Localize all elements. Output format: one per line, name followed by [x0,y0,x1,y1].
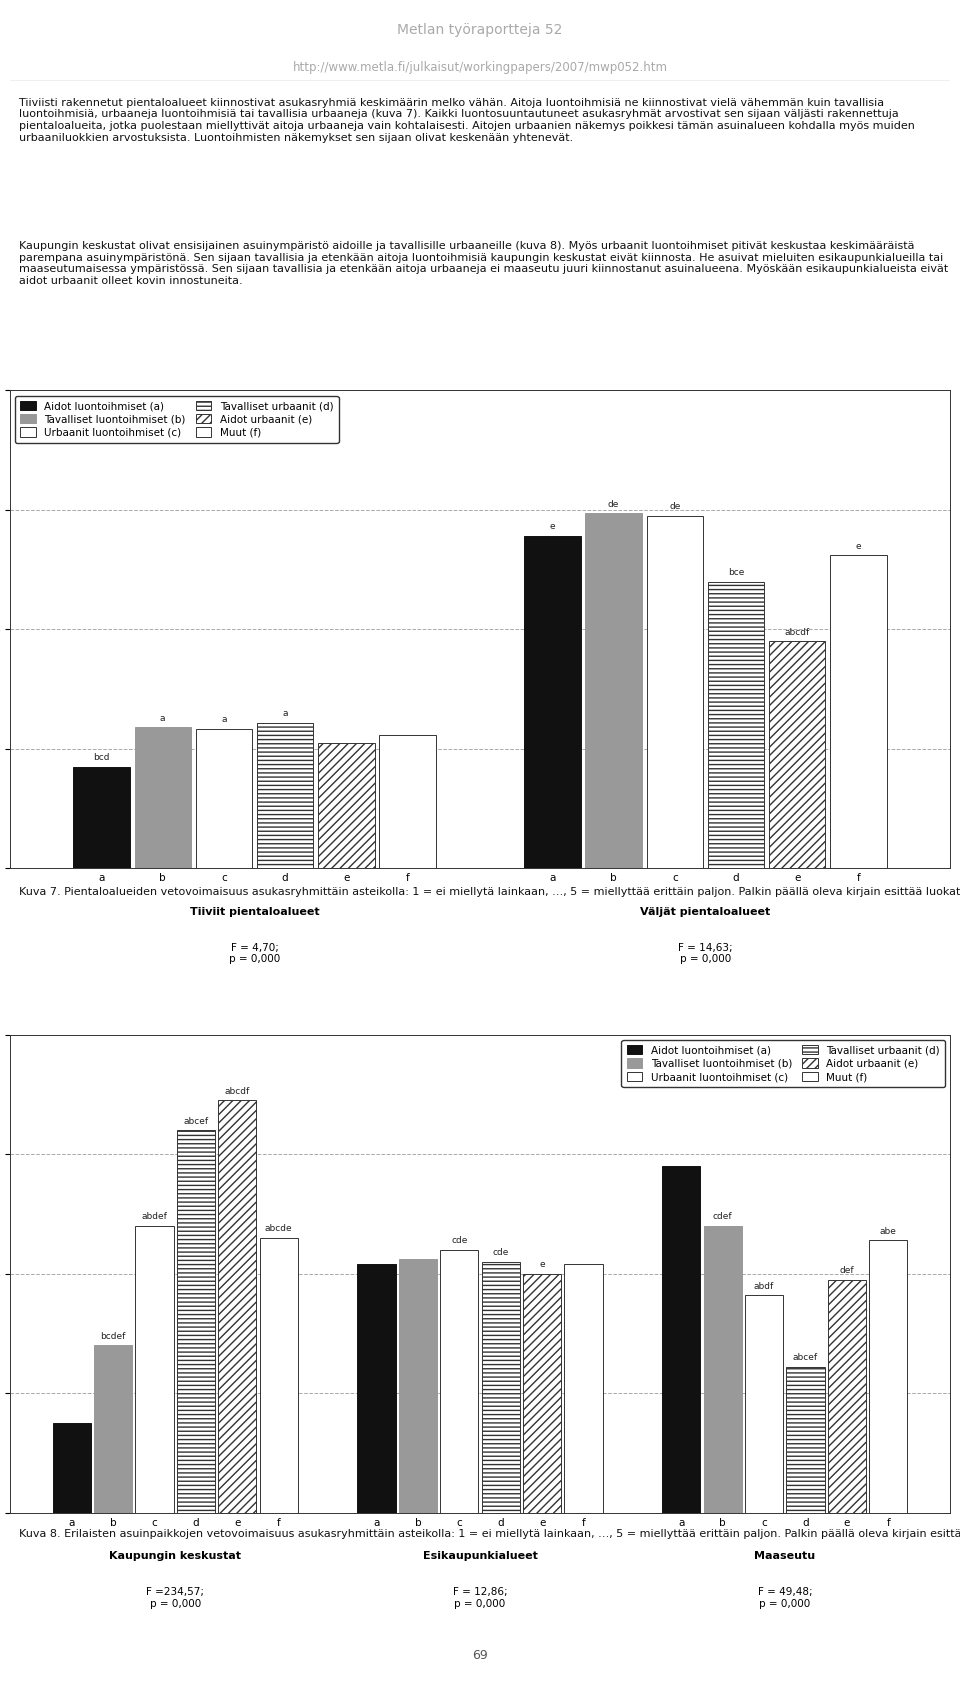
Text: a: a [221,714,227,724]
Text: abcdf: abcdf [225,1087,250,1096]
Text: bcd: bcd [93,753,109,762]
Bar [745,1296,783,1513]
Text: abcdf: abcdf [784,628,810,636]
Text: cdef: cdef [713,1213,732,1221]
Bar [786,1367,825,1513]
Text: abe: abe [880,1226,897,1235]
Bar [441,1250,478,1513]
Text: F = 14,63;
p = 0,000: F = 14,63; p = 0,000 [678,943,732,965]
Text: http://www.metla.fi/julkaisut/workingpapers/2007/mwp052.htm: http://www.metla.fi/julkaisut/workingpap… [293,61,667,75]
Bar [379,734,436,868]
Bar [398,1260,437,1513]
Bar [830,555,887,868]
Bar [704,1226,742,1513]
Bar [647,516,703,868]
Bar [134,728,191,868]
Text: e: e [540,1260,545,1269]
Bar [828,1280,866,1513]
Bar [769,641,826,868]
Bar [357,1264,396,1513]
Text: de: de [608,500,619,509]
Text: Metlan työraportteja 52: Metlan työraportteja 52 [397,24,563,37]
Text: cde: cde [451,1236,468,1245]
Bar [564,1264,603,1513]
Text: def: def [840,1265,854,1275]
Text: Väljät pientaloalueet: Väljät pientaloalueet [640,907,771,918]
Text: 69: 69 [472,1649,488,1662]
Text: e: e [855,541,861,551]
Bar [662,1167,701,1513]
Legend: Aidot luontoihmiset (a), Tavalliset luontoihmiset (b), Urbaanit luontoihmiset (c: Aidot luontoihmiset (a), Tavalliset luon… [621,1040,946,1087]
Text: F =234,57;
p = 0,000: F =234,57; p = 0,000 [146,1587,204,1608]
Bar [94,1345,132,1513]
Text: F = 4,70;
p = 0,000: F = 4,70; p = 0,000 [228,943,280,965]
Text: a: a [160,714,165,722]
Bar [523,1274,562,1513]
Bar [196,729,252,868]
Text: abcde: abcde [265,1225,293,1233]
Bar [708,582,764,868]
Bar [53,1423,91,1513]
Bar [257,722,313,868]
Text: abcef: abcef [793,1353,818,1362]
Text: cde: cde [492,1248,509,1257]
Text: abdef: abdef [141,1213,167,1221]
Bar [524,536,581,868]
Legend: Aidot luontoihmiset (a), Tavalliset luontoihmiset (b), Urbaanit luontoihmiset (c: Aidot luontoihmiset (a), Tavalliset luon… [14,395,339,443]
Text: Tiiviisti rakennetut pientaloalueet kiinnostivat asukasryhmiä keskimäärin melko : Tiiviisti rakennetut pientaloalueet kiin… [19,98,915,142]
Text: Kaupungin keskustat olivat ensisijainen asuinympäristö aidoille ja tavallisille : Kaupungin keskustat olivat ensisijainen … [19,241,948,287]
Text: Tiiviit pientaloalueet: Tiiviit pientaloalueet [190,907,320,918]
Text: abcef: abcef [183,1116,208,1126]
Text: bce: bce [728,568,744,577]
Text: F = 49,48;
p = 0,000: F = 49,48; p = 0,000 [757,1587,812,1608]
Text: F = 12,86;
p = 0,000: F = 12,86; p = 0,000 [453,1587,507,1608]
Text: bcdef: bcdef [101,1331,126,1342]
Text: Kaupungin keskustat: Kaupungin keskustat [109,1552,241,1560]
Bar [135,1226,174,1513]
Bar [177,1130,215,1513]
Text: a: a [282,709,288,717]
Text: Kuva 8. Erilaisten asuinpaikkojen vetovoimaisuus asukasryhmittäin asteikolla: 1 : Kuva 8. Erilaisten asuinpaikkojen vetovo… [19,1530,960,1538]
Text: abdf: abdf [754,1282,775,1291]
Text: Esikaupunkialueet: Esikaupunkialueet [422,1552,538,1560]
Bar [73,767,130,868]
Bar [259,1238,298,1513]
Bar [869,1240,907,1513]
Bar [318,743,374,868]
Bar [482,1262,519,1513]
Text: de: de [669,502,681,510]
Text: Kuva 7. Pientaloalueiden vetovoimaisuus asukasryhmittäin asteikolla: 1 = ei miel: Kuva 7. Pientaloalueiden vetovoimaisuus … [19,887,960,897]
Text: Maaseutu: Maaseutu [755,1552,815,1560]
Bar [218,1101,256,1513]
Bar [586,514,642,868]
Text: e: e [549,522,555,531]
